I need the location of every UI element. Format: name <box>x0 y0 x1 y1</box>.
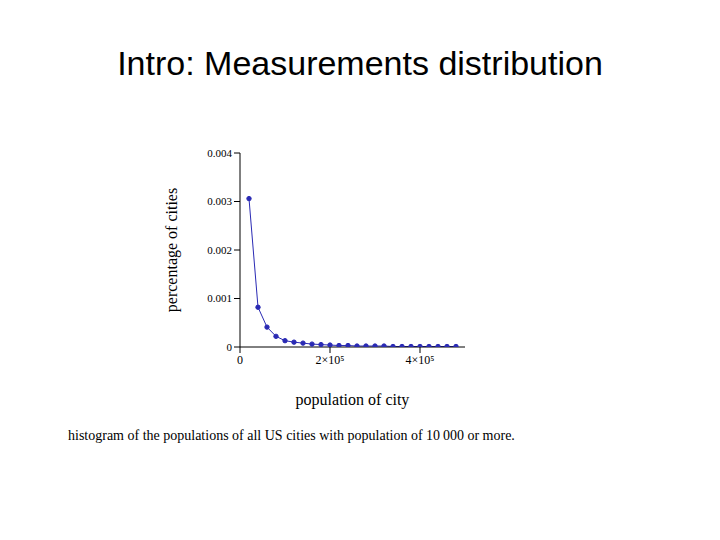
svg-text:2×10⁵: 2×10⁵ <box>316 353 345 367</box>
html-text:percentage of cities: percentage of cities <box>163 187 180 313</box>
svg-text:0: 0 <box>237 353 243 367</box>
svg-text:0.002: 0.002 <box>207 244 232 256</box>
svg-text:0.004: 0.004 <box>207 147 232 159</box>
html-text:Intro: Measurements distributi: Intro: Measurements distribution <box>117 44 603 82</box>
svg-text:0: 0 <box>227 341 233 353</box>
html-text:histogram of the populations o: histogram of the populations of all US c… <box>68 428 515 443</box>
svg-text:0.003: 0.003 <box>207 195 232 207</box>
svg-text:0.001: 0.001 <box>207 292 232 304</box>
svg-text:4×10⁵: 4×10⁵ <box>406 353 435 367</box>
html-text:population of city: population of city <box>295 391 410 408</box>
